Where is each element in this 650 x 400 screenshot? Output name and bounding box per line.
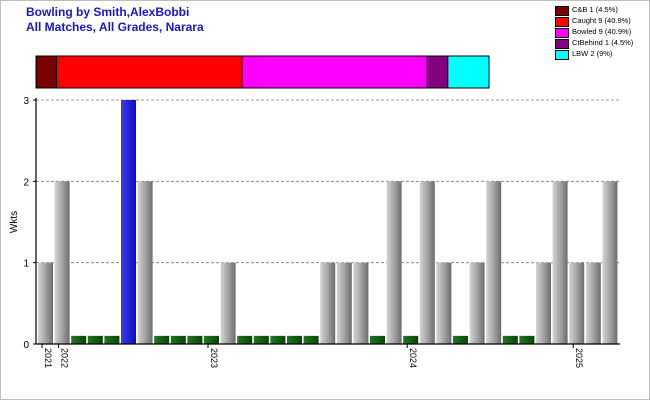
legend-swatch <box>555 28 569 38</box>
chart-title: Bowling by Smith,AlexBobbi <box>26 5 190 19</box>
y-tick-label: 3 <box>23 96 29 107</box>
bar <box>237 335 253 344</box>
x-tick-label: 2021 <box>43 348 53 368</box>
x-tick-label: 2024 <box>408 348 418 368</box>
chart-subtitle: All Matches, All Grades, Narara <box>26 20 204 34</box>
breakdown-segment <box>56 55 243 89</box>
bar <box>602 181 618 344</box>
bar <box>38 262 53 344</box>
breakdown-segment <box>426 55 449 89</box>
legend-label: LBW 2 (9%) <box>572 49 613 58</box>
breakdown-segment <box>35 55 58 89</box>
bar <box>253 335 269 344</box>
y-axis-label: Wkts <box>9 211 20 233</box>
bar <box>436 262 452 344</box>
legend-label: CtBehind 1 (4.5%) <box>572 38 634 47</box>
y-tick-label: 2 <box>23 177 29 188</box>
legend-label: Bowled 9 (40.9%) <box>572 27 632 36</box>
bar <box>187 335 203 344</box>
bar <box>569 262 585 344</box>
legend-swatch <box>555 17 569 27</box>
bar <box>536 262 551 344</box>
bar <box>54 181 70 344</box>
legend-label: Caught 9 (40.9%) <box>572 16 631 25</box>
legend-swatch <box>555 39 569 49</box>
bar <box>71 335 87 344</box>
bar <box>204 335 219 344</box>
bar <box>353 262 369 344</box>
x-tick-label: 2022 <box>60 348 70 368</box>
bar <box>320 262 336 344</box>
legend-label: C&B 1 (4.5%) <box>572 5 618 14</box>
bar <box>370 335 385 344</box>
bar <box>104 335 120 344</box>
bar <box>403 335 419 344</box>
breakdown-segment <box>241 55 428 89</box>
bar <box>453 335 468 344</box>
bar <box>87 335 103 344</box>
bar <box>519 335 535 344</box>
bar <box>121 100 136 344</box>
bar <box>270 335 286 344</box>
bar <box>502 335 518 344</box>
bar <box>386 181 402 344</box>
bar <box>585 262 601 344</box>
bar <box>336 262 352 344</box>
bar <box>220 262 236 344</box>
legend-swatch <box>555 6 569 16</box>
bar <box>469 262 485 344</box>
bar <box>303 335 319 344</box>
breakdown-segment <box>447 55 490 89</box>
legend-swatch <box>555 50 569 60</box>
y-tick-label: 1 <box>23 259 29 270</box>
bar <box>287 335 302 344</box>
x-tick-label: 2025 <box>574 348 584 368</box>
bar <box>170 335 186 344</box>
bar <box>137 181 153 344</box>
bar <box>486 181 502 344</box>
bar <box>419 181 435 344</box>
bar <box>154 335 170 344</box>
x-tick-label: 2023 <box>209 348 219 368</box>
bar <box>552 181 568 344</box>
y-tick-label: 0 <box>23 340 29 351</box>
